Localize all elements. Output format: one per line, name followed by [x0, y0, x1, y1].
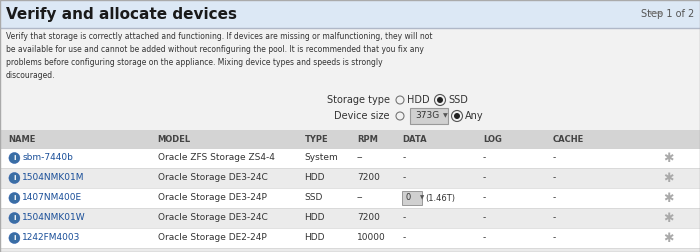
Text: ✱: ✱ [664, 192, 673, 205]
FancyBboxPatch shape [0, 228, 700, 248]
Text: -: - [553, 153, 556, 163]
Circle shape [9, 173, 20, 183]
Text: Oracle Storage DE3-24C: Oracle Storage DE3-24C [158, 173, 267, 182]
FancyBboxPatch shape [0, 0, 700, 28]
Text: Any: Any [465, 111, 484, 121]
Text: 1504NMK01W: 1504NMK01W [22, 213, 86, 223]
Text: (1.46T): (1.46T) [426, 194, 456, 203]
Text: Device size: Device size [335, 111, 390, 121]
Text: -: - [553, 213, 556, 223]
Text: ▼: ▼ [419, 196, 424, 201]
Text: -: - [402, 213, 406, 223]
Text: Oracle Storage DE2-24P: Oracle Storage DE2-24P [158, 234, 266, 242]
Text: System: System [304, 153, 338, 163]
Circle shape [454, 113, 460, 119]
Text: SSD: SSD [304, 194, 323, 203]
Text: sbm-7440b: sbm-7440b [22, 153, 74, 163]
Circle shape [9, 193, 20, 204]
Text: Step 1 of 2: Step 1 of 2 [640, 9, 694, 19]
Text: -: - [402, 234, 406, 242]
Text: 7200: 7200 [357, 173, 380, 182]
Text: Oracle ZFS Storage ZS4-4: Oracle ZFS Storage ZS4-4 [158, 153, 274, 163]
FancyBboxPatch shape [0, 148, 700, 168]
Text: ✱: ✱ [664, 172, 673, 184]
Text: i: i [13, 155, 15, 161]
Text: HDD: HDD [407, 95, 430, 105]
Text: -: - [553, 194, 556, 203]
Text: DATA: DATA [402, 135, 427, 143]
FancyBboxPatch shape [0, 130, 700, 148]
Text: MODEL: MODEL [158, 135, 190, 143]
Text: ✱: ✱ [664, 151, 673, 165]
Text: TYPE: TYPE [304, 135, 328, 143]
Text: -: - [553, 234, 556, 242]
Text: -: - [402, 173, 406, 182]
Text: --: -- [357, 153, 363, 163]
Text: ⇐⇒: ⇐⇒ [649, 10, 664, 18]
Circle shape [437, 97, 443, 103]
Text: i: i [13, 195, 15, 201]
Text: -: - [483, 234, 486, 242]
Text: 1407NM400E: 1407NM400E [22, 194, 83, 203]
FancyBboxPatch shape [410, 108, 448, 124]
Text: 373G: 373G [415, 111, 440, 120]
Text: 1242FM4003: 1242FM4003 [22, 234, 80, 242]
FancyBboxPatch shape [0, 248, 700, 252]
Text: Verify that storage is correctly attached and functioning. If devices are missin: Verify that storage is correctly attache… [6, 32, 433, 80]
Text: 7200: 7200 [357, 213, 380, 223]
FancyBboxPatch shape [0, 208, 700, 228]
Text: HDD: HDD [304, 213, 325, 223]
Text: i: i [13, 215, 15, 221]
Text: ▼: ▼ [443, 113, 448, 118]
Text: ✱: ✱ [664, 211, 673, 225]
Text: -: - [483, 213, 486, 223]
Text: LOG: LOG [483, 135, 502, 143]
Text: -: - [483, 194, 486, 203]
Text: ✱: ✱ [664, 251, 673, 252]
FancyBboxPatch shape [0, 188, 700, 208]
Circle shape [9, 233, 20, 243]
Text: --: -- [357, 194, 363, 203]
Text: Oracle Storage DE3-24C: Oracle Storage DE3-24C [158, 213, 267, 223]
Text: -: - [483, 173, 486, 182]
Text: 0: 0 [405, 194, 411, 203]
Text: ✱: ✱ [664, 232, 673, 244]
Text: Verify and allocate devices: Verify and allocate devices [6, 7, 237, 21]
Text: i: i [13, 235, 15, 241]
Text: Storage type: Storage type [327, 95, 390, 105]
Text: -: - [483, 153, 486, 163]
FancyBboxPatch shape [0, 168, 700, 188]
Text: SSD: SSD [448, 95, 468, 105]
Text: CACHE: CACHE [553, 135, 584, 143]
Text: HDD: HDD [304, 173, 325, 182]
Text: -: - [553, 173, 556, 182]
Text: RPM: RPM [357, 135, 378, 143]
Text: i: i [13, 175, 15, 181]
Text: Oracle Storage DE3-24P: Oracle Storage DE3-24P [158, 194, 267, 203]
Text: NAME: NAME [8, 135, 36, 143]
Circle shape [9, 212, 20, 224]
FancyBboxPatch shape [402, 191, 423, 205]
Text: 1504NMK01M: 1504NMK01M [22, 173, 85, 182]
Text: 10000: 10000 [357, 234, 386, 242]
Circle shape [9, 152, 20, 164]
Text: -: - [402, 153, 406, 163]
Text: HDD: HDD [304, 234, 325, 242]
